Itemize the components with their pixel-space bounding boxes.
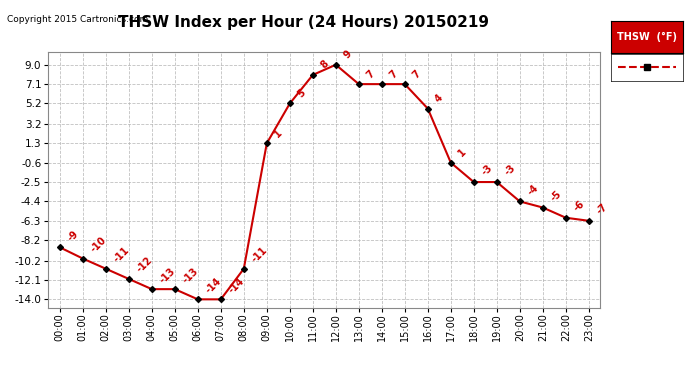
Text: -10: -10 xyxy=(88,235,108,254)
Text: Copyright 2015 Cartronics.com: Copyright 2015 Cartronics.com xyxy=(7,15,148,24)
Text: -3: -3 xyxy=(502,163,517,178)
Text: -14: -14 xyxy=(226,276,246,295)
Text: -14: -14 xyxy=(204,276,223,295)
Text: -11: -11 xyxy=(111,245,131,265)
Text: 5: 5 xyxy=(295,87,307,99)
Text: -4: -4 xyxy=(525,183,540,197)
Text: -12: -12 xyxy=(135,255,154,275)
Text: 7: 7 xyxy=(364,68,376,80)
Text: THSW  (°F): THSW (°F) xyxy=(617,32,677,42)
Text: 1: 1 xyxy=(273,127,284,139)
Text: -9: -9 xyxy=(66,228,80,243)
Text: -11: -11 xyxy=(249,245,269,265)
Text: 7: 7 xyxy=(387,68,400,80)
Text: -5: -5 xyxy=(549,189,563,203)
Text: -6: -6 xyxy=(571,199,586,214)
Text: -13: -13 xyxy=(180,266,200,285)
Text: 4: 4 xyxy=(433,93,445,104)
Text: THSW Index per Hour (24 Hours) 20150219: THSW Index per Hour (24 Hours) 20150219 xyxy=(118,15,489,30)
Text: 8: 8 xyxy=(318,59,331,71)
Text: 1: 1 xyxy=(456,147,469,159)
Text: -3: -3 xyxy=(480,163,494,178)
Text: -13: -13 xyxy=(157,266,177,285)
Text: 9: 9 xyxy=(342,49,353,61)
Text: 7: 7 xyxy=(411,68,422,80)
Text: -7: -7 xyxy=(594,202,609,217)
